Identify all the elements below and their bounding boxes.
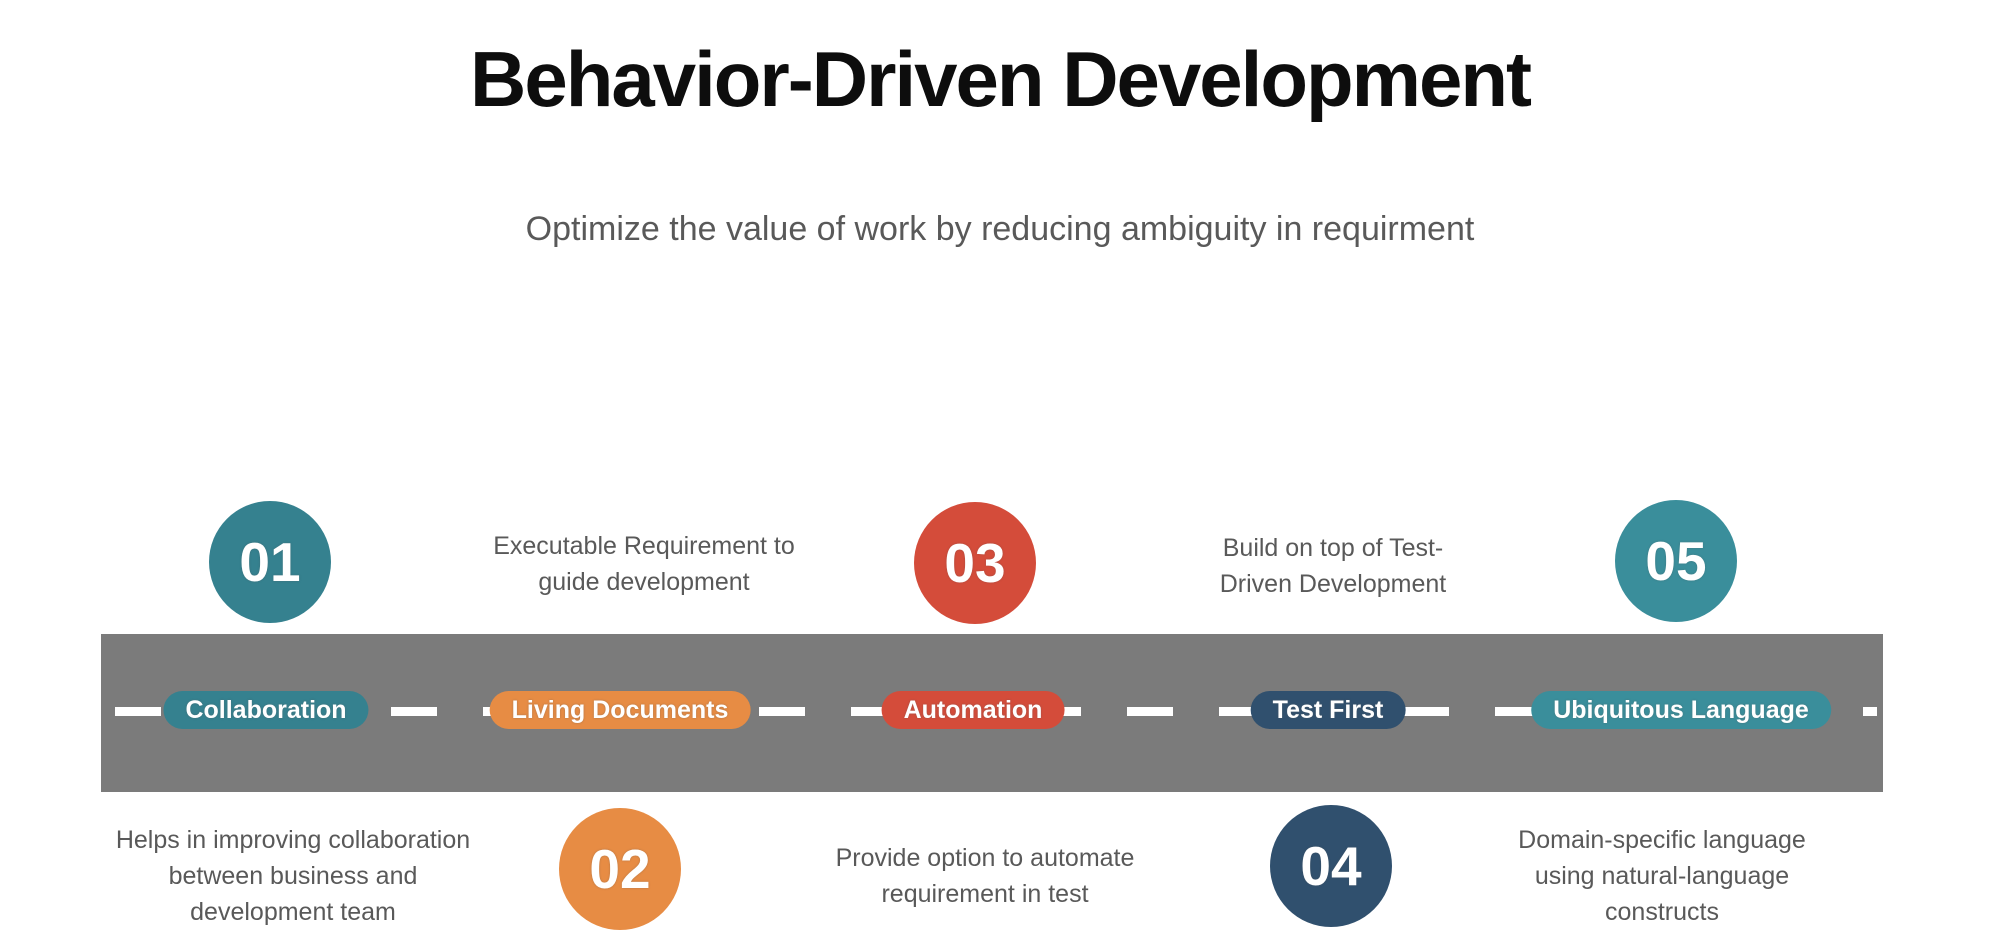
page-subtitle: Optimize the value of work by reducing a… [525, 210, 1475, 248]
description-step-01: Helps in improving collaboration between… [115, 826, 471, 926]
milestone-circle-02: 02 [559, 808, 681, 930]
page-title: Behavior-Driven Development [470, 35, 1532, 123]
road-pill-living-documents: Living Documents [489, 691, 751, 729]
road-pill-automation: Automation [881, 691, 1065, 729]
milestone-number: 03 [944, 532, 1006, 594]
milestone-circle-03: 03 [914, 502, 1036, 624]
description-step-05: Domain-specific language using natural-l… [1518, 826, 1806, 926]
milestone-number: 02 [589, 838, 651, 900]
road-pill-collaboration: Collaboration [163, 691, 369, 729]
description-step-02: Executable Requirement to guide developm… [493, 532, 795, 596]
milestone-number: 04 [1300, 835, 1362, 897]
milestone-circle-04: 04 [1270, 805, 1392, 927]
road-pill-test-first: Test First [1250, 691, 1406, 729]
road-pill-ubiquitous-language: Ubiquitous Language [1531, 691, 1831, 729]
milestone-circle-01: 01 [209, 501, 331, 623]
milestone-number: 05 [1645, 530, 1707, 592]
milestone-number: 01 [239, 531, 301, 593]
description-step-03: Provide option to automate requirement i… [835, 844, 1135, 908]
description-step-04: Build on top of Test-Driven Development [1219, 534, 1447, 598]
milestone-circle-05: 05 [1615, 500, 1737, 622]
